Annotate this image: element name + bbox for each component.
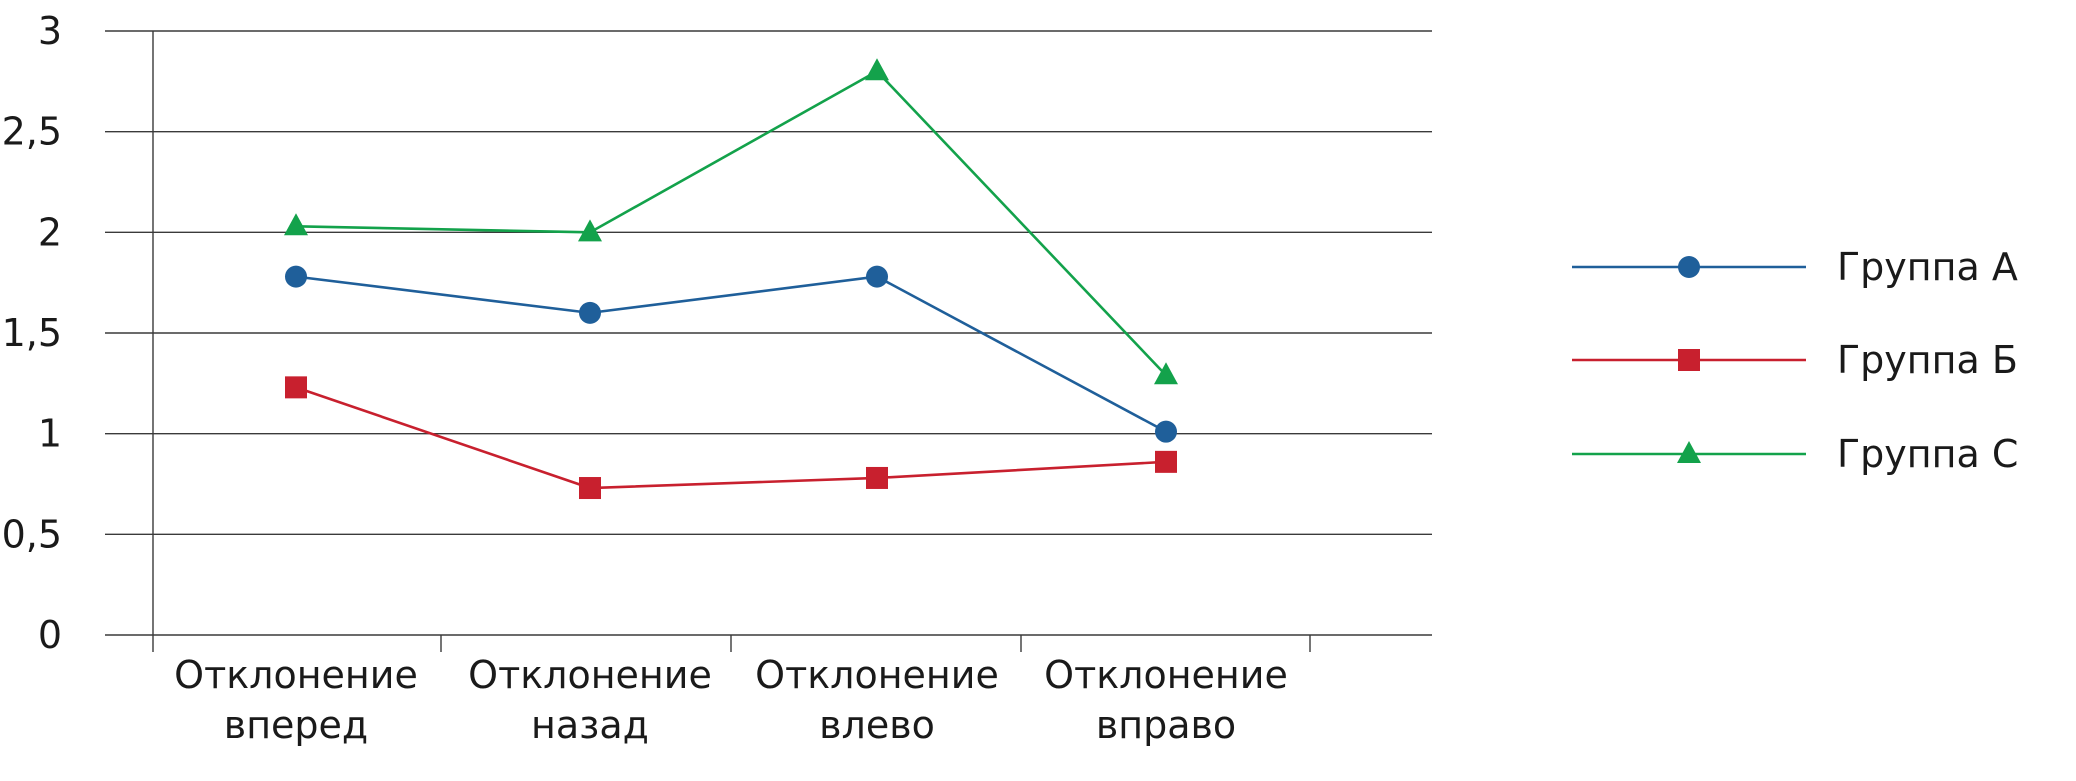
y-tick-label: 1 xyxy=(38,412,62,456)
legend: Группа А Группа Б Группа С xyxy=(1572,245,2018,476)
legend-marker-triangle xyxy=(1677,441,1701,463)
x-tick-label: Отклонение вправо xyxy=(1044,653,1288,747)
data-point-triangle xyxy=(865,58,889,81)
series-1 xyxy=(285,265,1177,443)
legend-label: Группа А xyxy=(1837,245,2018,289)
x-tick-label-line: назад xyxy=(531,703,649,747)
y-axis-tick-labels: 0 0,5 1 1,5 2 2,5 3 xyxy=(2,9,62,657)
x-tick-label-line: Отклонение xyxy=(1044,653,1288,697)
series-line xyxy=(295,386,1167,490)
y-tick-label: 0,5 xyxy=(2,512,62,556)
legend-label: Группа Б xyxy=(1837,338,2018,382)
x-tick-label-line: вправо xyxy=(1096,703,1236,747)
y-tick-label: 0 xyxy=(38,613,62,657)
y-tick-label: 3 xyxy=(38,9,62,53)
legend-marker-square xyxy=(1678,349,1700,371)
legend-item-1: Группа А xyxy=(1572,245,2018,289)
series-2 xyxy=(285,376,1177,500)
x-tick-label-line: влево xyxy=(819,703,935,747)
x-tick-label-line: вперед xyxy=(224,703,368,747)
data-point-circle xyxy=(1155,420,1177,443)
data-point-square xyxy=(285,376,307,399)
x-tick-label-line: Отклонение xyxy=(755,653,999,697)
axes xyxy=(152,31,1311,652)
legend-item-3: Группа С xyxy=(1572,432,2018,476)
x-tick-label-line: Отклонение xyxy=(468,653,712,697)
series-layer xyxy=(284,58,1178,500)
data-point-circle xyxy=(285,265,307,288)
data-point-circle xyxy=(579,301,601,324)
x-tick-label: Отклонение вперед xyxy=(174,653,418,747)
legend-item-2: Группа Б xyxy=(1572,338,2018,382)
legend-marker-circle xyxy=(1678,256,1700,278)
x-tick-label: Отклонение влево xyxy=(755,653,999,747)
data-point-circle xyxy=(866,265,888,288)
series-3 xyxy=(284,58,1178,385)
y-tick-label: 1,5 xyxy=(2,311,62,355)
data-point-triangle xyxy=(1154,362,1178,385)
x-tick-label: Отклонение назад xyxy=(468,653,712,747)
legend-label: Группа С xyxy=(1837,432,2018,476)
series-line xyxy=(295,69,1167,377)
grid-lines xyxy=(105,30,1432,636)
data-point-square xyxy=(1155,450,1177,473)
y-tick-label: 2 xyxy=(38,210,62,254)
data-point-triangle xyxy=(578,219,602,242)
series-line xyxy=(295,275,1167,433)
y-tick-label: 2,5 xyxy=(2,110,62,154)
x-tick-label-line: Отклонение xyxy=(174,653,418,697)
data-point-square xyxy=(866,466,888,489)
data-point-square xyxy=(579,477,601,500)
data-point-triangle xyxy=(284,213,308,236)
